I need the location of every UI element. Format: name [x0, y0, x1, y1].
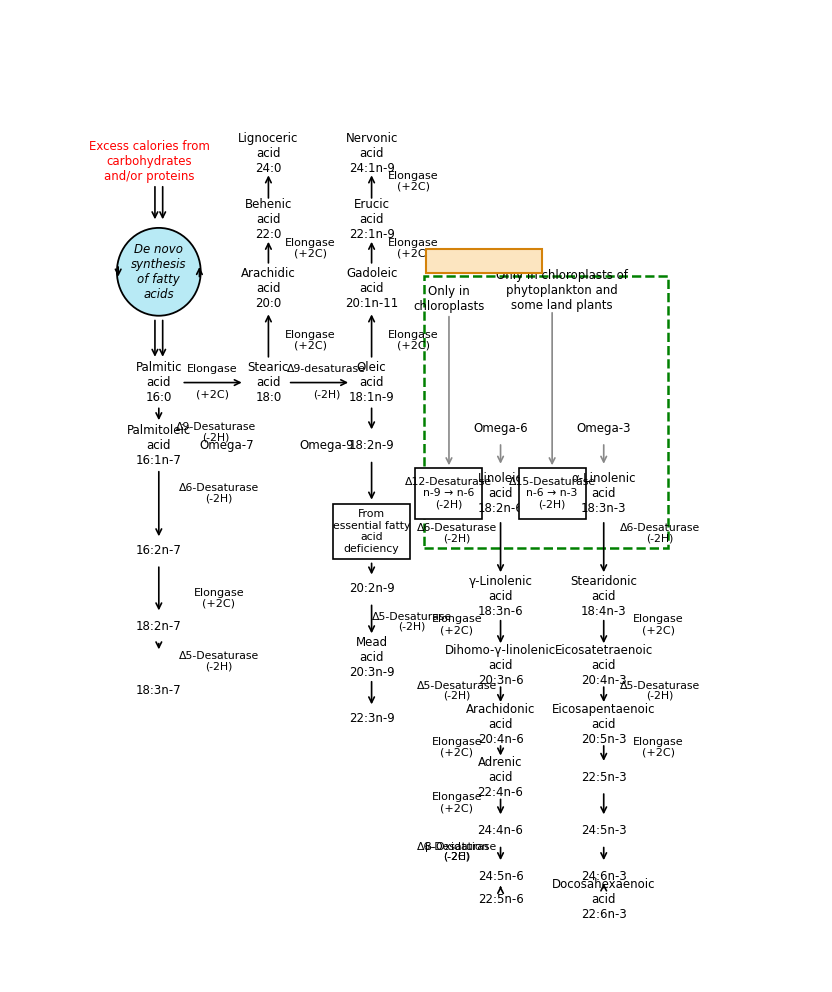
Text: (+2C): (+2C) — [440, 747, 473, 757]
Text: Elongase: Elongase — [285, 330, 335, 340]
Text: Δ5-Desaturase: Δ5-Desaturase — [372, 612, 453, 622]
Text: Elongase: Elongase — [432, 793, 482, 803]
Text: 22:5n-6: 22:5n-6 — [478, 893, 523, 906]
Text: 22:5n-3: 22:5n-3 — [581, 771, 626, 784]
Text: (+2C): (+2C) — [440, 625, 473, 635]
Text: (+2C): (+2C) — [196, 389, 229, 399]
Text: (+2C): (+2C) — [397, 341, 430, 351]
Text: Omega-7: Omega-7 — [199, 439, 254, 452]
Text: 16:2n-7: 16:2n-7 — [136, 544, 181, 558]
Text: (+2C): (+2C) — [642, 625, 675, 635]
Text: Linoleic
acid
18:2n-6: Linoleic acid 18:2n-6 — [478, 472, 523, 515]
Text: Δ6-Desaturase: Δ6-Desaturase — [179, 483, 259, 493]
Text: (+2C): (+2C) — [397, 248, 430, 259]
Text: 20:2n-9: 20:2n-9 — [349, 582, 394, 595]
Text: De novo
synthesis
of fatty
acids: De novo synthesis of fatty acids — [131, 243, 186, 301]
Text: (-2H): (-2H) — [205, 494, 232, 504]
Text: Δ12-Desaturase
n-9 → n-6
(-2H): Δ12-Desaturase n-9 → n-6 (-2H) — [405, 477, 493, 510]
Text: Elongase: Elongase — [633, 737, 684, 747]
Text: (+2C): (+2C) — [294, 248, 327, 259]
Text: From
essential fatty
acid
deficiency: From essential fatty acid deficiency — [333, 509, 410, 554]
Text: β-Oxidation: β-Oxidation — [425, 842, 488, 852]
Text: Δ6-Desaturase: Δ6-Desaturase — [417, 523, 497, 533]
Text: α-Linolenic
acid
18:3n-3: α-Linolenic acid 18:3n-3 — [572, 472, 636, 515]
Text: (-2H): (-2H) — [443, 534, 470, 544]
Text: Arachidonic
acid
20:4n-6: Arachidonic acid 20:4n-6 — [466, 702, 535, 746]
Text: Omega-3: Omega-3 — [577, 422, 631, 434]
FancyBboxPatch shape — [427, 249, 542, 274]
Text: (-2H): (-2H) — [443, 690, 470, 700]
Text: Δ9-desaturase: Δ9-desaturase — [287, 364, 366, 374]
Text: (+2C): (+2C) — [397, 182, 430, 191]
Text: (-2H): (-2H) — [205, 662, 232, 672]
Text: Elongase: Elongase — [432, 614, 482, 624]
FancyBboxPatch shape — [415, 468, 483, 519]
Text: (-2H): (-2H) — [202, 433, 230, 442]
Text: 22:3n-9: 22:3n-9 — [349, 712, 394, 725]
Text: Omega-6: Omega-6 — [473, 422, 527, 434]
Text: Elongase: Elongase — [389, 238, 438, 248]
FancyBboxPatch shape — [518, 468, 586, 519]
Text: Eicosapentaenoic
acid
20:5n-3: Eicosapentaenoic acid 20:5n-3 — [552, 702, 656, 746]
Text: Gadoleic
acid
20:1n-11: Gadoleic acid 20:1n-11 — [345, 267, 399, 310]
Text: γ-Linolenic
acid
18:3n-6: γ-Linolenic acid 18:3n-6 — [468, 575, 532, 618]
Text: Elongase: Elongase — [389, 171, 438, 181]
Text: (-2H): (-2H) — [646, 690, 674, 700]
Text: Elongase: Elongase — [432, 737, 482, 747]
Text: Δ6-Desaturase: Δ6-Desaturase — [417, 842, 497, 852]
Text: Erucic
acid
22:1n-9: Erucic acid 22:1n-9 — [349, 198, 394, 241]
Text: (-2H): (-2H) — [313, 389, 340, 399]
Text: (+2C): (+2C) — [202, 598, 235, 608]
Text: (+2C): (+2C) — [642, 747, 675, 757]
Text: Palmitic
acid
16:0: Palmitic acid 16:0 — [136, 361, 182, 404]
Text: 24:5n-3: 24:5n-3 — [581, 824, 626, 837]
Text: Stearic
acid
18:0: Stearic acid 18:0 — [248, 361, 289, 404]
Text: 18:3n-7: 18:3n-7 — [136, 683, 181, 697]
Text: Only in chloroplasts of
phytoplankton and
some land plants: Only in chloroplasts of phytoplankton an… — [496, 270, 628, 312]
Text: Dihomo-γ-linolenic
acid
20:3n-6: Dihomo-γ-linolenic acid 20:3n-6 — [445, 644, 556, 686]
Text: Δ6-Desaturase: Δ6-Desaturase — [620, 523, 700, 533]
Text: Mead
acid
20:3n-9: Mead acid 20:3n-9 — [349, 636, 394, 680]
Text: Arachidic
acid
20:0: Arachidic acid 20:0 — [241, 267, 296, 310]
Text: 18:2n-9: 18:2n-9 — [349, 439, 394, 452]
Text: 24:6n-3: 24:6n-3 — [581, 870, 626, 883]
Text: Nervonic
acid
24:1n-9: Nervonic acid 24:1n-9 — [345, 132, 398, 175]
Text: Palmitoleic
acid
16:1n-7: Palmitoleic acid 16:1n-7 — [126, 425, 191, 467]
Text: 24:5n-6: 24:5n-6 — [478, 870, 523, 883]
Text: (-2H): (-2H) — [646, 534, 674, 544]
Text: (+2C): (+2C) — [440, 803, 473, 813]
Text: (+2C): (+2C) — [294, 341, 327, 351]
Text: 18:2n-7: 18:2n-7 — [136, 620, 181, 634]
Text: Docosahexaenoic
acid
22:6n-3: Docosahexaenoic acid 22:6n-3 — [552, 878, 656, 922]
Text: Elongase: Elongase — [633, 614, 684, 624]
Text: Elongase: Elongase — [285, 238, 335, 248]
Text: (-2H): (-2H) — [399, 622, 426, 632]
Text: Only in
chloroplasts: Only in chloroplasts — [414, 285, 485, 312]
Text: Δ5-Desaturase: Δ5-Desaturase — [179, 651, 259, 661]
Text: Elongase: Elongase — [389, 330, 438, 340]
Text: Omega-9: Omega-9 — [300, 439, 354, 452]
Text: Δ9-Desaturase: Δ9-Desaturase — [176, 422, 255, 432]
Text: Elongase: Elongase — [194, 587, 244, 597]
FancyBboxPatch shape — [334, 504, 410, 559]
Text: (-2H): (-2H) — [443, 852, 470, 862]
Ellipse shape — [116, 228, 201, 315]
Text: 24:4n-6: 24:4n-6 — [478, 824, 523, 837]
Text: Only from diet: Only from diet — [439, 255, 529, 268]
Text: Adrenic
acid
22:4n-6: Adrenic acid 22:4n-6 — [478, 756, 523, 799]
Text: Oleic
acid
18:1n-9: Oleic acid 18:1n-9 — [349, 361, 394, 404]
Text: Eicosatetraenoic
acid
20:4n-3: Eicosatetraenoic acid 20:4n-3 — [555, 644, 653, 686]
Text: Lignoceric
acid
24:0: Lignoceric acid 24:0 — [238, 132, 299, 175]
Text: Excess calories from
carbohydrates
and/or proteins: Excess calories from carbohydrates and/o… — [89, 140, 210, 183]
Text: (-2C): (-2C) — [443, 852, 470, 862]
Text: Δ5-Desaturase: Δ5-Desaturase — [417, 681, 497, 690]
Text: Δ15-Desaturase
n-6 → n-3
(-2H): Δ15-Desaturase n-6 → n-3 (-2H) — [508, 477, 596, 510]
Text: Elongase: Elongase — [187, 364, 238, 374]
Text: Stearidonic
acid
18:4n-3: Stearidonic acid 18:4n-3 — [570, 575, 637, 618]
Text: Δ5-Desaturase: Δ5-Desaturase — [620, 681, 700, 690]
Text: Behenic
acid
22:0: Behenic acid 22:0 — [245, 198, 292, 241]
